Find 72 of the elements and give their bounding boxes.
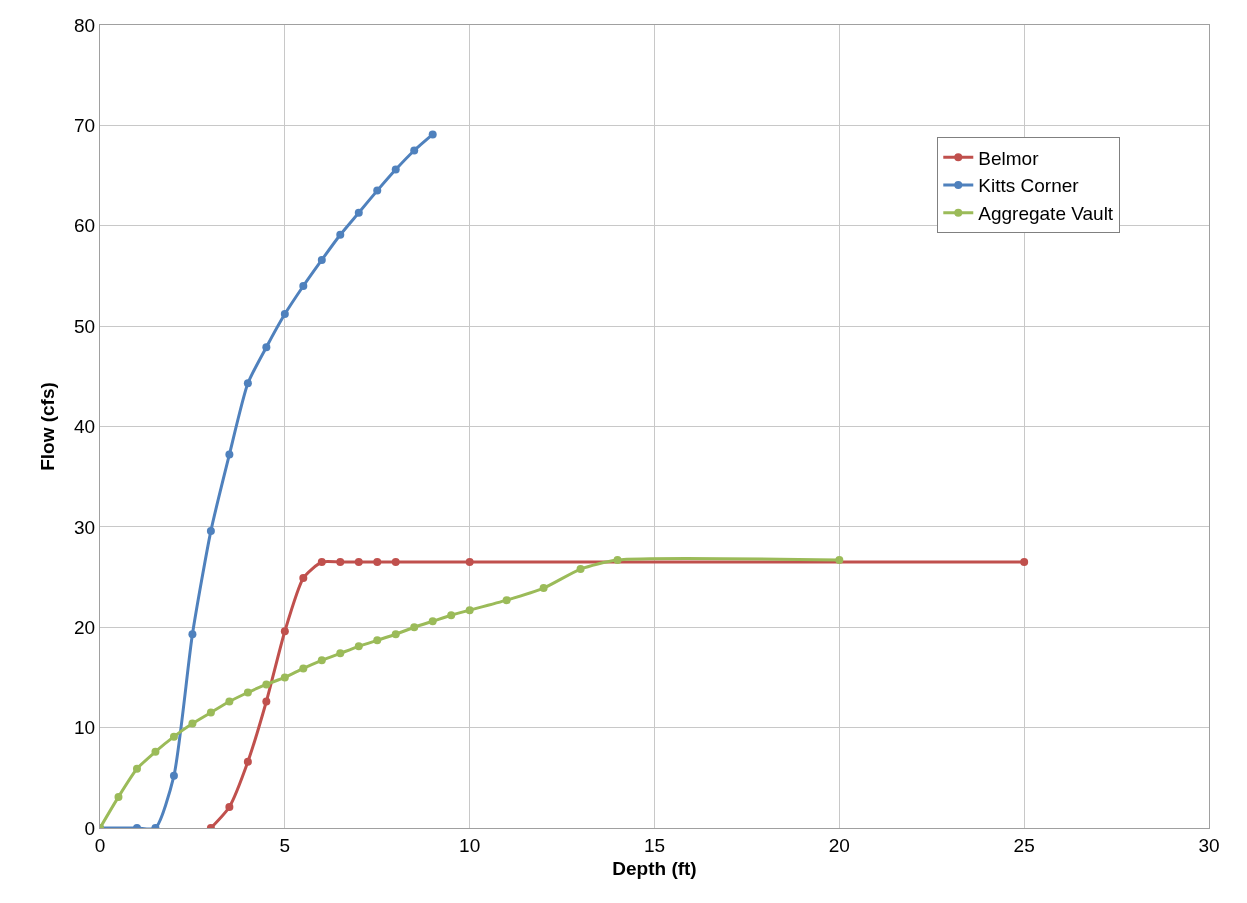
point — [280, 310, 289, 319]
point — [262, 343, 271, 352]
point — [225, 697, 234, 706]
point — [465, 606, 474, 615]
y-tick-label: 0 — [84, 817, 96, 839]
x-tick-label: 25 — [1013, 834, 1035, 856]
point — [447, 611, 456, 620]
point — [502, 596, 511, 605]
point — [373, 636, 382, 645]
y-tick-label: 20 — [74, 616, 96, 638]
point — [262, 697, 271, 706]
point — [465, 558, 474, 567]
y-tick-label: 70 — [74, 115, 96, 137]
point — [1020, 558, 1029, 567]
point — [151, 747, 160, 756]
point — [280, 673, 289, 682]
point — [336, 230, 345, 239]
y-tick-label: 50 — [74, 315, 96, 337]
point — [391, 165, 400, 174]
point — [243, 379, 252, 388]
point — [835, 556, 844, 564]
point — [410, 623, 419, 632]
legend-label: Kitts Corner — [978, 175, 1080, 197]
point — [317, 255, 326, 264]
point — [188, 630, 197, 639]
point — [391, 558, 400, 567]
point — [410, 146, 419, 155]
point — [613, 556, 622, 564]
x-tick-label: 10 — [459, 834, 481, 856]
point — [206, 708, 215, 717]
y-axis-title: Flow (cfs) — [36, 382, 58, 471]
point — [391, 630, 400, 639]
point — [336, 558, 345, 567]
point — [188, 719, 197, 728]
point — [169, 771, 178, 780]
point — [354, 558, 363, 567]
point — [354, 208, 363, 217]
x-tick-label: 20 — [828, 834, 850, 856]
point — [169, 732, 178, 741]
point — [428, 130, 437, 139]
point — [373, 558, 382, 567]
point — [336, 649, 345, 658]
point — [114, 792, 123, 801]
point — [299, 664, 308, 673]
legend-label: Aggregate Vault — [978, 203, 1114, 225]
point — [225, 450, 234, 459]
y-tick-label: 10 — [74, 717, 96, 739]
y-tick-label: 60 — [74, 215, 96, 237]
y-tick-label: 80 — [74, 14, 96, 36]
point — [539, 584, 548, 593]
point — [206, 526, 215, 535]
point — [373, 186, 382, 195]
point — [299, 574, 308, 583]
y-tick-label: 40 — [74, 416, 96, 438]
point — [225, 802, 234, 811]
point — [317, 558, 326, 567]
x-tick-label: 5 — [279, 834, 291, 856]
point — [428, 617, 437, 626]
point — [317, 656, 326, 665]
point — [280, 627, 289, 636]
point — [243, 757, 252, 766]
legend-label: Belmor — [978, 147, 1040, 169]
x-axis-title: Depth (ft) — [612, 857, 697, 879]
point — [262, 680, 271, 689]
point — [299, 281, 308, 290]
x-tick-label: 15 — [643, 834, 666, 856]
x-tick-label: 30 — [1198, 834, 1220, 856]
point — [243, 688, 252, 697]
y-tick-label: 30 — [74, 516, 96, 538]
point — [576, 565, 585, 574]
point — [132, 764, 141, 773]
point — [354, 642, 363, 651]
